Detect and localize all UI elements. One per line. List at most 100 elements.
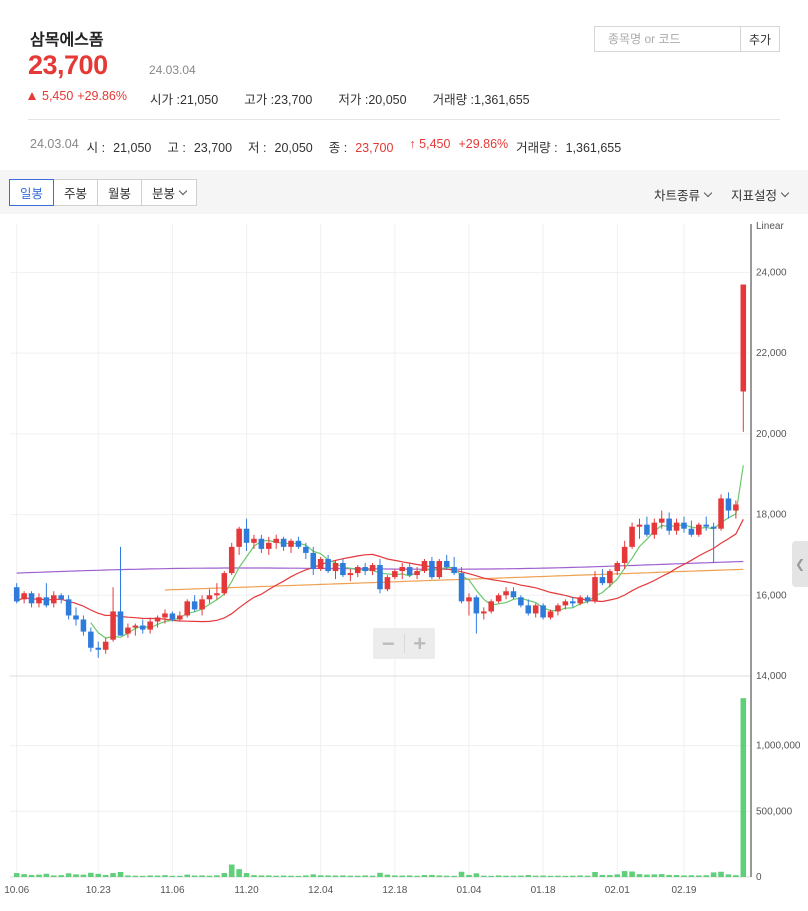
volume-bar: [147, 875, 153, 877]
candle-body: [139, 625, 146, 630]
indicator-settings-dropdown[interactable]: 지표설정: [731, 185, 790, 204]
candle-body: [518, 597, 524, 606]
chart-canvas[interactable]: Linear 14,000 16,000 18,000 20,000 22,000 24,0…: [0, 214, 808, 911]
volume-bar: [369, 875, 376, 877]
volume-bar: [102, 875, 109, 877]
volume-bar: [162, 875, 168, 877]
volume-bar: [251, 875, 257, 877]
candle-body: [80, 619, 87, 632]
chevron-down-icon: [703, 188, 713, 197]
candle-body: [199, 599, 205, 610]
volume-bar: [495, 875, 502, 877]
volume-bar: [584, 875, 591, 877]
volume-bar: [295, 875, 302, 877]
candle-body: [347, 573, 354, 576]
volume-bar: [436, 875, 443, 877]
volume-bar: [184, 874, 191, 877]
current-price: 23,700: [28, 50, 108, 80]
volume-tick-label: 500,000: [756, 806, 793, 817]
volume-bar: [406, 875, 413, 877]
zoom-separator: [403, 634, 405, 653]
divider: [28, 119, 780, 120]
volume-tick-label: 1,000,000: [756, 741, 801, 752]
volume-bar: [466, 874, 472, 877]
volume-bar: [547, 875, 554, 877]
candle-body: [369, 565, 376, 572]
volume-bar: [540, 875, 546, 877]
side-panel-toggle[interactable]: ❮: [792, 541, 808, 587]
candle-body: [681, 522, 687, 529]
candle-body: [95, 647, 102, 650]
volume-bar: [243, 873, 250, 877]
candle-body: [117, 611, 124, 636]
volume-bar: [644, 874, 650, 877]
candle-body: [651, 522, 658, 535]
detail-open: 시 :21,050: [86, 141, 152, 155]
volume-bar: [414, 875, 420, 877]
price-tick-label: 20,000: [756, 429, 787, 440]
candle-body: [547, 611, 554, 618]
candle-body: [740, 284, 747, 392]
volume-bar: [73, 874, 79, 877]
candle-body: [703, 524, 710, 527]
volume-bar: [177, 875, 183, 877]
candle-body: [592, 577, 598, 602]
volume-bar: [58, 875, 64, 877]
change-amount: 5,450: [42, 89, 74, 103]
volume-bar: [125, 875, 131, 877]
volume-bar: [392, 875, 398, 877]
candle-body: [636, 524, 643, 527]
volume-bar: [681, 875, 687, 877]
candle-body: [406, 567, 413, 576]
volume-bar: [562, 875, 569, 877]
volume-bar: [599, 874, 606, 877]
chart-type-dropdown[interactable]: 차트종류: [653, 185, 713, 204]
volume-bar: [569, 875, 576, 877]
volume-bar: [80, 874, 87, 877]
detail-close: 종 :23,700: [328, 141, 394, 155]
candle-body: [340, 563, 346, 576]
search-input[interactable]: [595, 27, 740, 51]
candle-body: [688, 528, 695, 535]
candle-body: [362, 567, 368, 572]
add-button[interactable]: 추가: [740, 26, 780, 52]
candle-body: [317, 558, 324, 570]
zoom-in-button[interactable]: +: [413, 630, 427, 656]
candle-body: [102, 641, 109, 650]
volume-bar: [673, 875, 680, 877]
volume-bar: [325, 875, 331, 877]
tab-monthly[interactable]: 월봉: [97, 179, 143, 206]
candle-body: [629, 526, 635, 547]
up-arrow-icon: [28, 92, 36, 100]
volume-bar: [95, 873, 102, 877]
stock-header: 삼목에스폼 23,700 24.03.04 5,450 +29.86% 시가 :…: [0, 0, 808, 170]
ma60-line: [164, 568, 744, 591]
tab-minute[interactable]: 분봉: [141, 179, 198, 206]
chart-type-label: 차트종류: [653, 189, 700, 203]
volume-bar: [666, 875, 672, 877]
candle-body: [384, 577, 391, 590]
volume-bar: [214, 875, 220, 877]
volume-tick-label: 0: [756, 872, 762, 883]
price-change: 5,450 +29.86%: [28, 89, 127, 103]
candle-body: [614, 563, 621, 572]
tab-weekly[interactable]: 주봉: [53, 179, 99, 206]
volume-bar: [199, 875, 205, 877]
volume-bar: [347, 875, 354, 877]
tab-daily[interactable]: 일봉: [9, 179, 55, 206]
volume-bar: [50, 875, 57, 877]
zoom-out-button[interactable]: −: [381, 630, 395, 656]
chart-options: 차트종류 지표설정: [653, 185, 790, 204]
volume-bar: [384, 874, 391, 877]
volume-bar: [154, 875, 161, 877]
volume-bar: [169, 875, 176, 877]
candle-body: [125, 627, 131, 634]
x-tick-label: 12.04: [308, 885, 333, 896]
stock-chart[interactable]: Linear 14,000 16,000 18,000 20,000 22,000 24,0…: [0, 214, 808, 911]
candle-body: [540, 605, 546, 618]
volume-bar: [607, 875, 613, 877]
volume-bar: [117, 872, 124, 877]
candle-body: [214, 593, 220, 596]
ma20-line: [16, 519, 744, 623]
volume-bar: [740, 698, 747, 877]
